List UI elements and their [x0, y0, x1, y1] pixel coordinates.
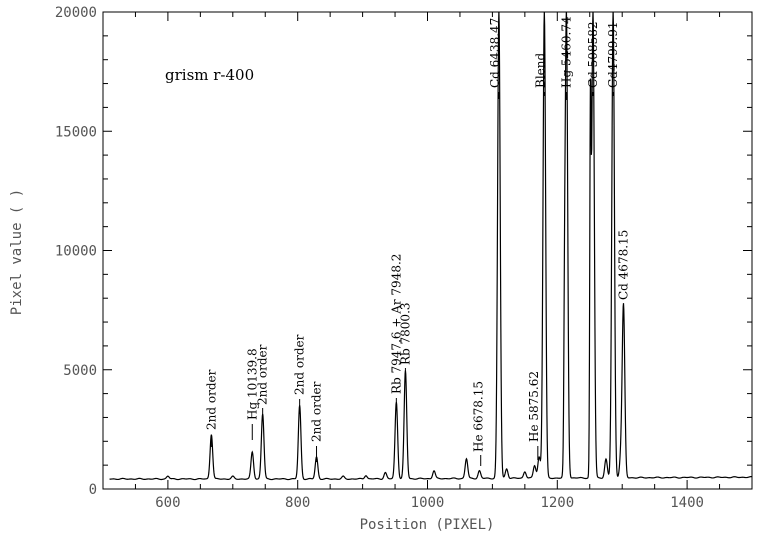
line-annotation: Rb 7800.3	[398, 302, 412, 365]
line-annotation: 2nd order	[310, 381, 324, 442]
line-annotation: 2nd order	[293, 334, 307, 395]
y-axis-title: Pixel value ( )	[9, 189, 25, 315]
plot-frame	[102, 11, 753, 490]
x-axis-title: Position (PIXEL)	[360, 517, 495, 533]
line-annotation: Blend	[533, 53, 547, 88]
line-annotation: Hg 10139.8	[245, 348, 259, 420]
line-annotation: Cd 6438.47	[488, 18, 502, 88]
line-annotation: Rb 7947.6 + Ar 7948.2	[389, 254, 403, 394]
x-tick-label: 800	[285, 495, 310, 511]
y-tick-label: 20000	[55, 5, 97, 21]
inset-label: grism r-400	[165, 66, 254, 84]
line-annotation: He 5875.62	[527, 371, 541, 442]
x-tick-label: 1000	[411, 495, 445, 511]
line-annotation: 2nd order	[256, 344, 270, 405]
line-annotation: Cd4799.91	[606, 22, 620, 89]
y-tick-label: 0	[89, 482, 97, 498]
line-annotation: 2nd order	[204, 369, 218, 430]
line-annotation: He 6678.15	[472, 381, 486, 452]
x-tick-label: 1400	[670, 495, 704, 511]
tick-labels-layer: 600 800 1000 1200 1400 0 5000 10000 15000 20000	[55, 5, 704, 511]
y-tick-label: 15000	[55, 124, 97, 140]
y-tick-label: 5000	[63, 363, 97, 379]
line-annotation: Cd 4678.15	[616, 230, 630, 300]
line-annotation: Cd 508582	[586, 22, 600, 89]
x-tick-label: 1200	[540, 495, 574, 511]
series-layer	[109, 12, 752, 481]
x-tick-label: 600	[155, 495, 180, 511]
spectrum-line	[109, 12, 752, 481]
y-tick-label: 10000	[55, 244, 97, 260]
line-annotation: Hg 5460.74	[559, 16, 573, 88]
